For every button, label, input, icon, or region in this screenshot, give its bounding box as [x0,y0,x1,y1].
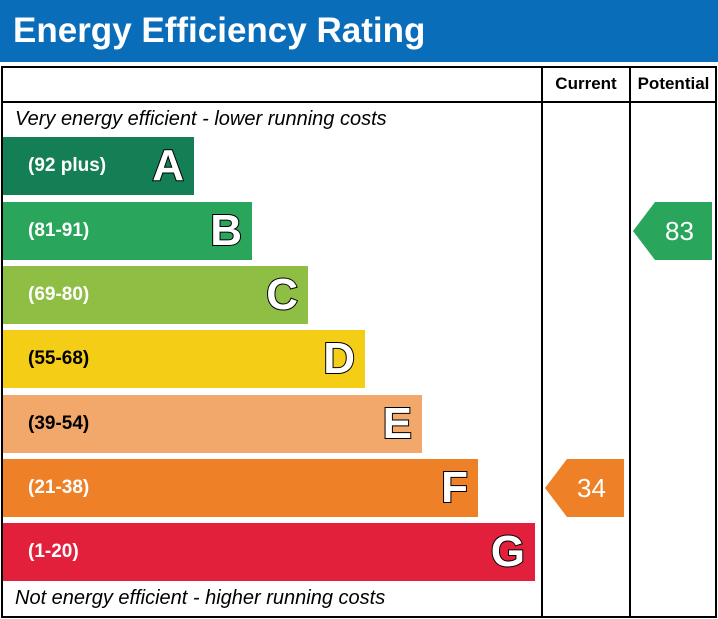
band-letter: D [322,333,356,384]
header-divider [1,101,717,103]
band-f: (21-38) F [3,459,478,517]
page-title: Energy Efficiency Rating [0,0,718,62]
potential-rating-pointer: 83 [633,202,712,260]
current-pointer-shape [545,459,624,517]
band-letter: B [209,205,243,256]
band-range-label: (92 plus) [28,155,107,176]
current-rating-value: 34 [577,473,606,503]
band-letter: A [151,140,185,191]
band-range-label: (21-38) [28,477,90,498]
potential-rating-value: 83 [665,216,694,246]
potential-column-header: Potential [637,74,710,93]
band-range-label: (55-68) [28,348,90,369]
band-range-label: (81-91) [28,220,90,241]
potential-column-divider [629,66,631,618]
band-b: (81-91) B [3,202,252,260]
band-range-label: (1-20) [28,541,79,562]
current-rating-pointer: 34 [545,459,624,517]
current-column-header: Current [555,74,617,93]
band-range-label: (39-54) [28,413,90,434]
top-note: Very energy efficient - lower running co… [15,108,387,130]
potential-pointer-shape [633,202,712,260]
band-letter: G [490,526,526,577]
band-d: (55-68) D [3,330,365,388]
band-a: (92 plus) A [3,137,194,195]
band-c: (69-80) C [3,266,308,324]
rating-table [1,66,717,618]
band-range-label: (69-80) [28,284,90,305]
band-e: (39-54) E [3,395,422,453]
band-letter: C [265,269,299,320]
current-column-divider [541,66,543,618]
band-letter: E [382,398,413,449]
band-g: (1-20) G [3,523,535,581]
band-letter: F [440,462,469,513]
bottom-note: Not energy efficient - higher running co… [15,587,386,609]
